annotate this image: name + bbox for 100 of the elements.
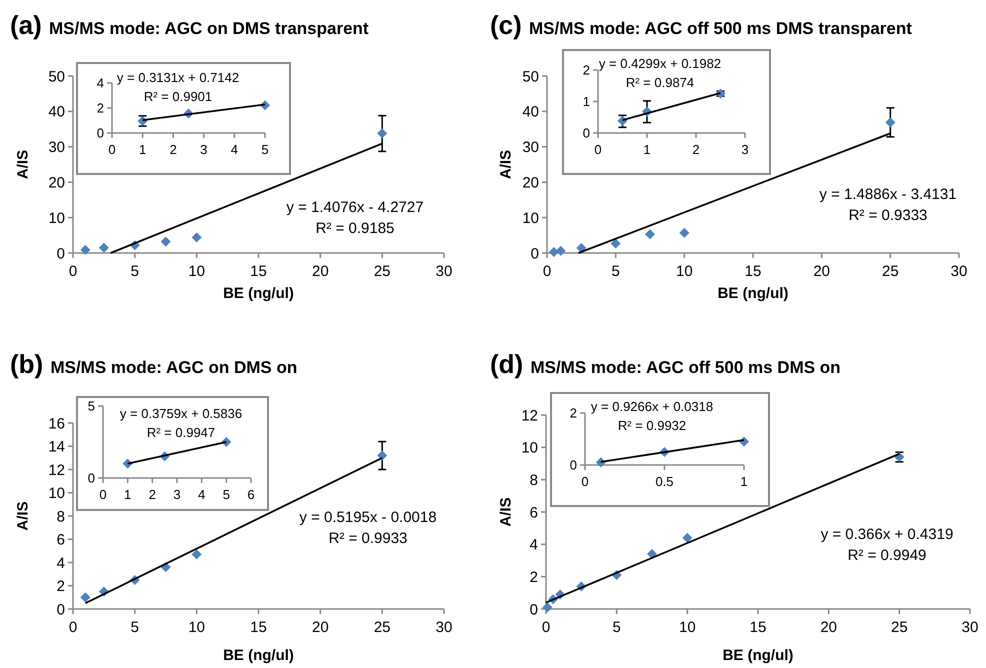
y-tick-label: 2 xyxy=(530,568,538,586)
x-tick-label: 3 xyxy=(741,142,749,157)
y-tick-label: 50 xyxy=(48,68,65,86)
annotation: y = 0.3759x + 0.5836 xyxy=(120,406,242,421)
y-tick-label: 40 xyxy=(522,104,539,121)
chart-title: MS/MS mode: AGC on DMS on xyxy=(50,358,298,377)
y-tick-label: 8 xyxy=(530,472,538,489)
x-tick-label: 3 xyxy=(200,142,208,157)
point xyxy=(682,532,692,543)
point xyxy=(80,592,90,602)
text: (c) xyxy=(490,10,530,40)
y-tick-label: 10 xyxy=(48,210,65,227)
y-tick-label: 20 xyxy=(48,174,65,192)
point xyxy=(556,246,566,256)
y-tick-label: 0 xyxy=(56,601,65,618)
text: (d) xyxy=(490,349,530,379)
annotation: R² = 0.9932 xyxy=(618,418,686,433)
y-tick-label: 0 xyxy=(96,126,104,141)
x-axis-title: BE (ng/ul) xyxy=(718,285,788,302)
y-tick-label: 0 xyxy=(530,601,538,618)
point xyxy=(610,238,621,248)
y-axis-title: A/IS xyxy=(497,497,514,527)
annotation: y = 0.9266x + 0.0318 xyxy=(590,399,714,414)
y-tick-label: 8 xyxy=(56,508,65,526)
y-tick-label: 2 xyxy=(96,100,104,116)
x-tick-label: 5 xyxy=(611,263,620,280)
annotation: R² = 0.9947 xyxy=(146,425,216,440)
x-tick-label: 5 xyxy=(130,619,140,636)
x-tick-label: 0 xyxy=(542,619,550,636)
point xyxy=(542,602,552,612)
y-axis-title: A/IS xyxy=(497,150,514,180)
x-tick-label: 4 xyxy=(230,142,238,157)
point xyxy=(377,450,388,461)
x-tick-label: 15 xyxy=(250,619,267,636)
point xyxy=(885,117,896,128)
annotation: y = 0.5195x - 0.0018 xyxy=(299,509,437,526)
y-axis-title: A/IS xyxy=(14,150,32,180)
x-tick-label: 10 xyxy=(676,263,693,280)
annotation: y = 0.4299x + 0.1982 xyxy=(598,56,722,71)
y-axis-title: A/IS xyxy=(14,501,32,531)
x-tick-label: 20 xyxy=(312,619,329,636)
x-axis-title: BE (ng/ul) xyxy=(722,647,794,664)
x-tick-label: 0.5 xyxy=(655,474,674,489)
x-tick-label: 20 xyxy=(312,263,329,280)
x-tick-label: 6 xyxy=(247,487,255,502)
x-tick-label: 3 xyxy=(173,487,181,502)
x-tick-label: 20 xyxy=(820,619,838,636)
point xyxy=(192,232,202,242)
y-tick-label: 1 xyxy=(582,94,590,110)
x-tick-label: 5 xyxy=(222,487,230,502)
y-tick-label: 4 xyxy=(56,554,65,572)
y-tick-label: 12 xyxy=(48,462,65,479)
x-tick-label: 30 xyxy=(436,619,452,636)
y-tick-label: 10 xyxy=(521,440,538,457)
x-tick-label: 1 xyxy=(643,142,651,157)
x-tick-label: 25 xyxy=(374,619,391,636)
x-tick-label: 0 xyxy=(68,263,78,280)
x-tick-label: 10 xyxy=(188,263,206,280)
x-tick-label: 1 xyxy=(124,487,132,502)
annotation: y = 0.3131x + 0.7142 xyxy=(116,70,240,85)
point xyxy=(377,128,388,138)
y-tick-label: 16 xyxy=(48,415,65,432)
annotation: R² = 0.9949 xyxy=(848,547,926,564)
x-tick-label: 25 xyxy=(890,619,908,636)
annotation: R² = 0.9185 xyxy=(316,220,394,237)
x-axis-title: BE (ng/ul) xyxy=(223,285,294,302)
x-tick-label: 30 xyxy=(950,263,968,280)
y-tick-label: 12 xyxy=(521,407,538,424)
y-tick-label: 14 xyxy=(48,438,65,456)
chart-title: MS/MS mode: AGC off 500 ms DMS transparent xyxy=(529,19,912,38)
point xyxy=(679,228,690,238)
annotation: y = 1.4886x - 3.4131 xyxy=(819,186,957,203)
point xyxy=(98,242,109,253)
y-tick-label: 0 xyxy=(56,245,65,262)
y-tick-label: 4 xyxy=(530,536,538,554)
x-tick-label: 10 xyxy=(188,619,206,636)
point xyxy=(160,236,171,247)
x-tick-label: 0 xyxy=(68,619,78,636)
x-tick-label: 0 xyxy=(542,263,552,280)
x-tick-label: 5 xyxy=(612,619,621,636)
x-tick-label: 2 xyxy=(148,487,156,502)
annotation: y = 1.4076x - 4.2727 xyxy=(286,199,424,216)
x-tick-label: 1 xyxy=(740,474,748,489)
x-tick-label: 30 xyxy=(962,619,978,636)
text: (a) xyxy=(10,10,50,40)
point xyxy=(548,246,559,257)
y-tick-label: 20 xyxy=(522,174,539,192)
chart-title: MS/MS mode: AGC on DMS transparent xyxy=(49,19,369,38)
x-tick-label: 25 xyxy=(374,263,391,280)
y-tick-label: 5 xyxy=(88,398,95,414)
x-tick-label: 25 xyxy=(882,263,899,280)
point xyxy=(80,244,90,255)
x-tick-label: 4 xyxy=(198,487,206,502)
annotation: R² = 0.9901 xyxy=(144,89,212,104)
y-tick-label: 0 xyxy=(530,245,539,262)
y-tick-label: 0 xyxy=(582,126,590,141)
y-tick-label: 6 xyxy=(530,504,538,522)
x-tick-label: 15 xyxy=(750,619,766,636)
annotation: R² = 0.9933 xyxy=(328,530,408,547)
x-tick-label: 0 xyxy=(594,142,602,157)
